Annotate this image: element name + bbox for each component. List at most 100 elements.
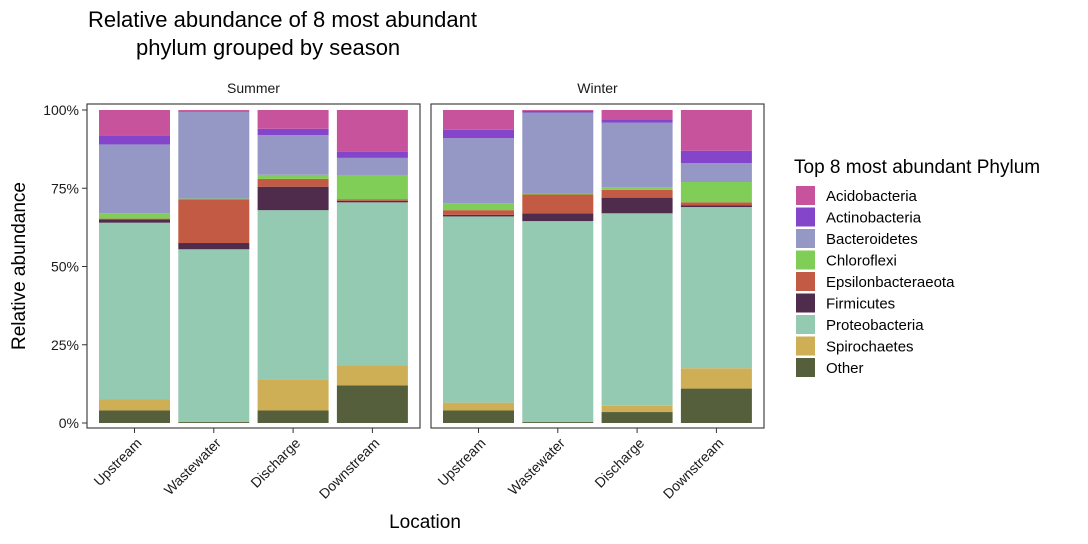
- bar-segment-other: [601, 412, 673, 423]
- bar-segment-other: [336, 385, 408, 423]
- bar-segment-acidobacteria: [99, 110, 170, 136]
- bar-segment-spirochaetes: [178, 421, 250, 423]
- legend-item-firmicutes: Firmicutes: [796, 293, 895, 313]
- bar-segment-epsilonbacteraeota: [522, 194, 594, 214]
- legend-label: Epsilonbacteraeota: [826, 274, 955, 291]
- legend-swatch: [796, 207, 815, 227]
- bar-segment-spirochaetes: [522, 421, 594, 423]
- bar-segment-spirochaetes: [443, 402, 514, 411]
- legend-swatch: [796, 315, 815, 334]
- bar-summer-wastewater: [178, 110, 250, 423]
- y-axis-title: Relative abundance: [9, 182, 30, 350]
- legend-item-proteobacteria: Proteobacteria: [796, 315, 924, 334]
- x-tick-label: Wastewater: [505, 435, 568, 498]
- bar-winter-upstream: [443, 110, 514, 423]
- bar-segment-chloroflexi: [522, 193, 594, 195]
- x-tick-label: Wastewater: [161, 435, 224, 498]
- bar-segment-spirochaetes: [601, 405, 673, 413]
- bar-segment-firmicutes: [336, 200, 408, 203]
- y-tick-label: 0%: [59, 415, 79, 431]
- x-tick-label: Downstream: [660, 435, 727, 502]
- bar-segment-proteobacteria: [178, 249, 250, 422]
- bar-segment-bacteroidetes: [601, 122, 673, 188]
- legend-swatch: [796, 186, 815, 205]
- bar-segment-firmicutes: [257, 186, 329, 211]
- legend-swatch: [796, 250, 815, 270]
- bar-segment-other: [522, 422, 594, 423]
- bar-winter-wastewater: [522, 110, 594, 423]
- bar-segment-actinobacteria: [178, 110, 250, 112]
- legend-label: Actinobacteria: [826, 210, 922, 227]
- bar-segment-firmicutes: [680, 205, 752, 208]
- bar-segment-other: [680, 388, 752, 423]
- legend-label: Acidobacteria: [826, 188, 918, 205]
- bar-segment-bacteroidetes: [336, 157, 408, 176]
- bar-segment-epsilonbacteraeota: [680, 202, 752, 206]
- bar-segment-epsilonbacteraeota: [336, 199, 408, 201]
- bar-segment-bacteroidetes: [680, 163, 752, 182]
- bar-segment-bacteroidetes: [99, 144, 170, 214]
- bar-segment-epsilonbacteraeota: [178, 199, 250, 244]
- bar-segment-spirochaetes: [336, 365, 408, 386]
- panel-strip-label: Winter: [577, 80, 618, 96]
- bar-segment-acidobacteria: [680, 110, 752, 151]
- legend-title: Top 8 most abundant Phylum: [794, 157, 1040, 178]
- bar-segment-spirochaetes: [99, 399, 170, 411]
- bar-segment-firmicutes: [522, 213, 594, 222]
- bar-segment-bacteroidetes: [178, 111, 250, 199]
- bar-segment-acidobacteria: [257, 110, 329, 129]
- bar-winter-downstream: [680, 110, 752, 423]
- x-tick-label: Discharge: [247, 435, 303, 491]
- bar-segment-epsilonbacteraeota: [601, 189, 673, 198]
- bar-segment-acidobacteria: [178, 110, 250, 111]
- bar-segment-bacteroidetes: [443, 138, 514, 204]
- x-tick-label: Upstream: [90, 435, 144, 489]
- x-tick-label: Discharge: [591, 435, 647, 491]
- legend-swatch: [796, 358, 815, 377]
- bar-segment-chloroflexi: [680, 181, 752, 203]
- legend-label: Chloroflexi: [826, 253, 897, 270]
- legend-swatch: [796, 293, 815, 313]
- panel-strip-label: Summer: [227, 80, 280, 96]
- bar-segment-chloroflexi: [336, 175, 408, 200]
- x-tick-label: Upstream: [434, 435, 488, 489]
- bar-segment-epsilonbacteraeota: [443, 210, 514, 215]
- legend-label: Bacteroidetes: [826, 231, 918, 248]
- bar-segment-chloroflexi: [601, 187, 673, 190]
- bar-segment-proteobacteria: [601, 213, 673, 406]
- panel-winter: Winter Upstream Wastewater Discharge Downstr…: [430, 80, 765, 502]
- bar-segment-other: [257, 410, 329, 423]
- bar-segment-firmicutes: [443, 214, 514, 217]
- bar-segment-acidobacteria: [443, 110, 514, 130]
- bar-segment-firmicutes: [178, 243, 250, 250]
- bar-segment-chloroflexi: [257, 174, 329, 179]
- bar-summer-discharge: [257, 110, 329, 423]
- bar-segment-epsilonbacteraeota: [257, 178, 329, 187]
- x-axis-title: Location: [389, 512, 461, 533]
- y-tick-label: 75%: [51, 180, 79, 196]
- bar-segment-proteobacteria: [522, 221, 594, 422]
- bar-segment-proteobacteria: [680, 207, 752, 369]
- legend-swatch: [796, 229, 815, 248]
- panel-summer: Summer Upstream Wastewater Discharge Downstr…: [86, 80, 421, 502]
- bar-segment-acidobacteria: [336, 110, 408, 152]
- legend-label: Other: [826, 360, 864, 377]
- legend-label: Firmicutes: [826, 296, 895, 313]
- bar-segment-actinobacteria: [443, 129, 514, 139]
- bar-segment-bacteroidetes: [522, 112, 594, 194]
- y-tick-label: 100%: [43, 102, 79, 118]
- legend-item-actinobacteria: Actinobacteria: [796, 207, 922, 227]
- legend-label: Spirochaetes: [826, 339, 914, 356]
- legend-item-acidobacteria: Acidobacteria: [796, 186, 918, 205]
- y-tick-label: 25%: [51, 337, 79, 353]
- legend-item-epsilonbacteraeota: Epsilonbacteraeota: [796, 272, 955, 291]
- bar-segment-actinobacteria: [522, 110, 594, 113]
- bar-segment-chloroflexi: [178, 198, 250, 200]
- legend-label: Proteobacteria: [826, 317, 924, 334]
- legend-item-other: Other: [796, 358, 864, 377]
- legend-swatch: [796, 272, 815, 291]
- bar-segment-actinobacteria: [99, 135, 170, 145]
